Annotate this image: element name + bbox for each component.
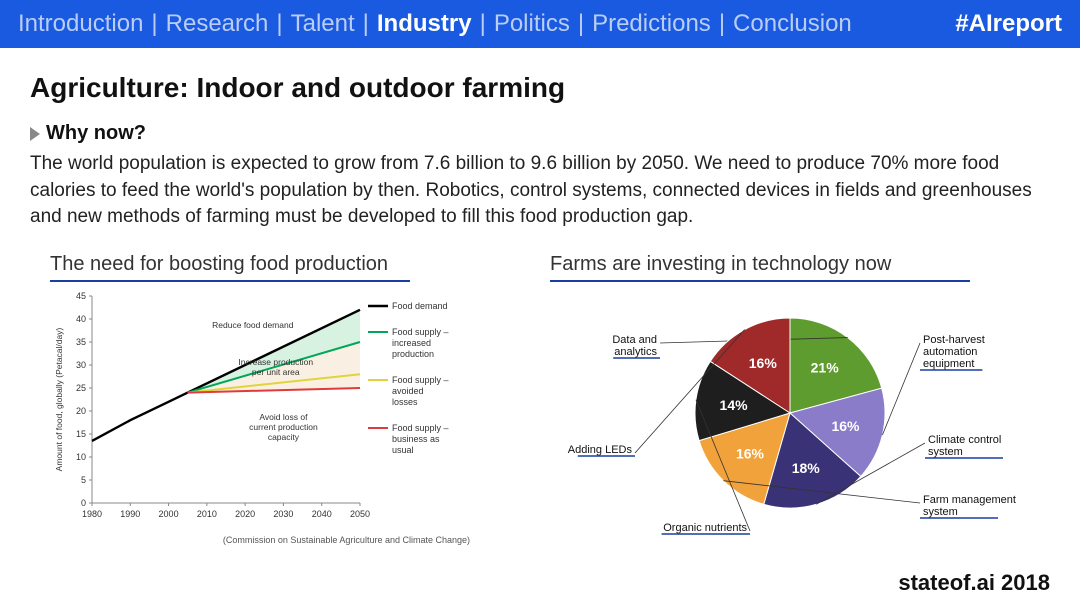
nav-bar: Introduction | Research | Talent | Indus… <box>0 0 1080 48</box>
svg-text:1990: 1990 <box>120 509 140 519</box>
nav-separator: | <box>472 10 494 38</box>
svg-text:analytics: analytics <box>614 346 657 358</box>
nav-separator: | <box>570 10 592 38</box>
nav-items: Introduction | Research | Talent | Indus… <box>18 10 852 38</box>
nav-separator: | <box>143 10 165 38</box>
svg-text:16%: 16% <box>831 418 860 434</box>
svg-text:Reduce food demand: Reduce food demand <box>212 320 294 330</box>
svg-text:25: 25 <box>76 383 86 393</box>
svg-text:30: 30 <box>76 360 86 370</box>
line-chart-title: The need for boosting food production <box>50 253 410 282</box>
svg-text:Post-harvest: Post-harvest <box>923 334 985 346</box>
svg-text:2050: 2050 <box>350 509 370 519</box>
svg-text:increased: increased <box>392 338 431 348</box>
svg-text:usual: usual <box>392 445 414 455</box>
svg-text:10: 10 <box>76 452 86 462</box>
svg-text:per unit area: per unit area <box>252 367 300 377</box>
svg-text:2040: 2040 <box>312 509 332 519</box>
svg-text:21%: 21% <box>811 360 840 376</box>
svg-text:avoided: avoided <box>392 386 424 396</box>
svg-text:40: 40 <box>76 314 86 324</box>
svg-text:1980: 1980 <box>82 509 102 519</box>
pie-chart-col: Farms are investing in technology now 21… <box>540 253 1060 545</box>
svg-text:Avoid loss of: Avoid loss of <box>259 412 308 422</box>
svg-text:2000: 2000 <box>159 509 179 519</box>
svg-text:15: 15 <box>76 429 86 439</box>
nav-separator: | <box>355 10 377 38</box>
page-title: Agriculture: Indoor and outdoor farming <box>30 72 1050 104</box>
svg-text:Amount of food, globally (Peta: Amount of food, globally (Petacal/day) <box>54 327 64 471</box>
svg-text:Data and: Data and <box>612 334 657 346</box>
section-subhead: Why now? <box>46 122 146 145</box>
svg-text:business as: business as <box>392 434 440 444</box>
body-text: The world population is expected to grow… <box>30 151 1050 231</box>
svg-text:0: 0 <box>81 498 86 508</box>
svg-text:Food supply –: Food supply – <box>392 423 449 433</box>
content: Agriculture: Indoor and outdoor farming … <box>0 48 1080 545</box>
svg-text:system: system <box>928 446 963 458</box>
line-chart-body: 0 5 10 15 20 25 30 35 40 45 1980 1990 2000 2010 2020 20… <box>50 288 480 545</box>
nav-item-talent[interactable]: Talent <box>291 10 355 38</box>
svg-text:current production: current production <box>249 422 318 432</box>
nav-item-conclusion[interactable]: Conclusion <box>733 10 852 38</box>
svg-text:production: production <box>392 349 434 359</box>
pie-chart-svg: 21% Data andanalytics 16% Post-harvestautom… <box>540 288 1060 538</box>
line-chart-svg: 0 5 10 15 20 25 30 35 40 45 1980 1990 2000 2010 2020 20… <box>50 288 480 528</box>
pie-chart-title: Farms are investing in technology now <box>550 253 970 282</box>
svg-text:Food supply –: Food supply – <box>392 327 449 337</box>
svg-text:20: 20 <box>76 406 86 416</box>
charts-row: The need for boosting food production 0 5… <box>30 253 1050 545</box>
svg-text:automation: automation <box>923 346 977 358</box>
pie-chart-body: 21% Data andanalytics 16% Post-harvestautom… <box>540 288 1060 543</box>
nav-separator: | <box>268 10 290 38</box>
nav-item-politics[interactable]: Politics <box>494 10 570 38</box>
svg-text:16%: 16% <box>749 355 778 371</box>
svg-text:45: 45 <box>76 291 86 301</box>
svg-text:capacity: capacity <box>268 432 300 442</box>
svg-text:Adding LEDs: Adding LEDs <box>568 444 633 456</box>
footer-credit: stateof.ai 2018 <box>898 570 1050 596</box>
svg-text:18%: 18% <box>792 460 821 476</box>
svg-text:35: 35 <box>76 337 86 347</box>
svg-text:Climate control: Climate control <box>928 434 1001 446</box>
nav-item-research[interactable]: Research <box>166 10 269 38</box>
svg-text:Organic nutrients: Organic nutrients <box>663 522 747 534</box>
subhead-row: Why now? <box>30 122 1050 145</box>
line-chart-source: (Commission on Sustainable Agriculture a… <box>50 535 480 545</box>
svg-text:Food demand: Food demand <box>392 301 448 311</box>
svg-text:5: 5 <box>81 475 86 485</box>
svg-text:Food supply –: Food supply – <box>392 375 449 385</box>
svg-text:2010: 2010 <box>197 509 217 519</box>
svg-text:2030: 2030 <box>273 509 293 519</box>
svg-text:equipment: equipment <box>923 358 974 370</box>
line-chart-col: The need for boosting food production 0 5… <box>50 253 480 545</box>
nav-hashtag: #AIreport <box>955 10 1062 38</box>
nav-separator: | <box>711 10 733 38</box>
svg-text:system: system <box>923 506 958 518</box>
svg-text:losses: losses <box>392 397 418 407</box>
svg-text:2020: 2020 <box>235 509 255 519</box>
nav-item-introduction[interactable]: Introduction <box>18 10 143 38</box>
nav-item-predictions[interactable]: Predictions <box>592 10 711 38</box>
svg-text:14%: 14% <box>720 397 749 413</box>
nav-item-industry[interactable]: Industry <box>377 10 472 38</box>
triangle-right-icon <box>30 127 40 141</box>
svg-text:Farm management: Farm management <box>923 494 1016 506</box>
svg-text:Increase production: Increase production <box>238 357 313 367</box>
svg-text:16%: 16% <box>736 445 765 461</box>
